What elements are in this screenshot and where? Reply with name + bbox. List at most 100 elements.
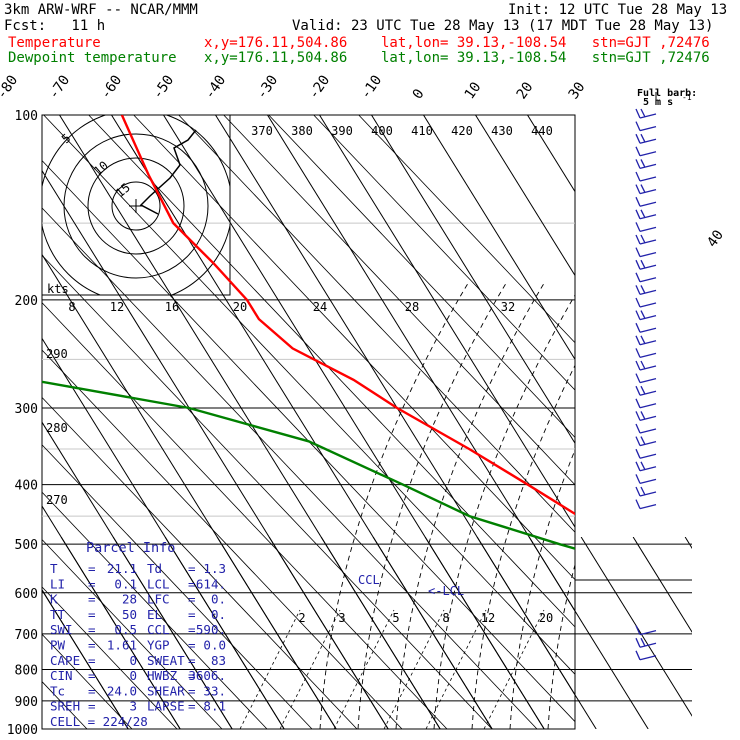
parcel-equals-right: = bbox=[188, 607, 196, 622]
parcel-value-left: 0.5 bbox=[114, 622, 137, 637]
parcel-key-left: K bbox=[50, 592, 58, 607]
parcel-key-left: SWI bbox=[50, 622, 73, 637]
dry-adiabat-line bbox=[43, 115, 575, 675]
parcel-equals-left: = bbox=[88, 622, 96, 637]
parcel-key-left: CAPE bbox=[50, 653, 80, 668]
wind-barb bbox=[635, 196, 657, 207]
wind-barb bbox=[635, 222, 657, 233]
dry-adiabat-line bbox=[88, 115, 575, 628]
wind-barb-staff bbox=[639, 453, 657, 459]
moist-adiabat-group bbox=[239, 280, 575, 729]
isotherm-line bbox=[371, 115, 575, 445]
parcel-equals-left: = bbox=[88, 668, 96, 683]
wind-barb bbox=[635, 159, 657, 170]
wind-barb-staff bbox=[639, 327, 657, 333]
wind-barb-flag bbox=[635, 398, 641, 409]
wind-barb-flag bbox=[635, 411, 641, 421]
parcel-key-right: Td bbox=[147, 561, 162, 576]
pressure-tick-label: 400 bbox=[15, 479, 38, 494]
wind-barb bbox=[635, 322, 657, 333]
wind-barb bbox=[635, 184, 657, 195]
pressure-tick-label: 900 bbox=[15, 695, 38, 710]
mixing-ratio-label: 5 bbox=[392, 611, 399, 625]
wind-barb-flag bbox=[640, 411, 646, 420]
wind-barb-flag bbox=[635, 310, 641, 320]
isotherm-line bbox=[423, 115, 575, 361]
wind-barb-flag bbox=[640, 637, 646, 647]
isotherm-line-extension bbox=[268, 537, 389, 729]
wind-barb bbox=[635, 285, 657, 296]
wind-barb-flag bbox=[640, 259, 646, 269]
wind-barb-flag bbox=[640, 234, 646, 244]
wind-barb-staff bbox=[639, 415, 657, 422]
wind-barb-flag bbox=[640, 436, 646, 445]
wind-barb bbox=[635, 499, 657, 510]
wind-barb-staff bbox=[639, 113, 657, 119]
parcel-key-right: CCL bbox=[147, 622, 170, 637]
wind-barb-flag bbox=[640, 486, 646, 496]
isotherm-label: -70 bbox=[46, 72, 74, 102]
wind-barb-flag bbox=[635, 285, 641, 295]
wind-barb bbox=[635, 348, 657, 359]
moist-adiabat-line bbox=[395, 280, 546, 729]
wind-barb-flag bbox=[640, 461, 646, 471]
hodograph-ring-label-10: 10 bbox=[91, 158, 111, 178]
isotherm-label: -80 bbox=[0, 72, 21, 102]
isotherm-line bbox=[267, 115, 575, 612]
wind-barb-flag bbox=[635, 448, 641, 459]
mixing-ratio-line bbox=[425, 609, 487, 729]
parcel-value-right: 614. bbox=[196, 576, 226, 591]
init-time: Init: 12 UTC Tue 28 May 13 bbox=[508, 2, 728, 18]
wind-barb bbox=[635, 234, 657, 245]
wind-barb-staff bbox=[639, 138, 657, 144]
parcel-value-left: 0 bbox=[129, 668, 137, 683]
wind-barb bbox=[635, 310, 657, 321]
mixing-ratio-line bbox=[239, 609, 301, 729]
isotherm-line-extension bbox=[164, 537, 285, 729]
dry-adiabat-line bbox=[358, 115, 575, 344]
dry-adiabat-line bbox=[42, 444, 313, 729]
parcel-info-panel: Parcel Info T = 21.1 Td = 1.3LI = 0.1 LCL = 614.K =… bbox=[50, 540, 226, 729]
hodograph-speed-label: 20 bbox=[233, 300, 247, 314]
isotherm-line-extension bbox=[320, 537, 441, 729]
hodograph-ring bbox=[63, 133, 209, 279]
isotherm-label: -60 bbox=[98, 72, 126, 102]
isotherm-line-extension bbox=[42, 589, 129, 729]
parcel-equals-right: = bbox=[188, 668, 196, 683]
wind-barb-flag bbox=[635, 461, 641, 472]
parcel-key-left: Tc bbox=[50, 683, 65, 698]
isotherm-label: -40 bbox=[202, 72, 230, 102]
isotherm-label: -30 bbox=[254, 72, 282, 102]
theta-label: 420 bbox=[451, 124, 473, 138]
hodograph-trace bbox=[139, 129, 197, 215]
dry-adiabat-line bbox=[178, 115, 575, 533]
isotherm-extension-group bbox=[42, 537, 692, 729]
wind-barb-flag bbox=[635, 436, 641, 446]
mixing-ratio-label: 12 bbox=[481, 611, 495, 625]
wind-barb-flag bbox=[635, 348, 641, 358]
wind-barb-flag bbox=[635, 196, 641, 207]
wind-barb-staff bbox=[639, 503, 657, 510]
wind-barb bbox=[635, 335, 657, 346]
moist-adiabat-line bbox=[433, 294, 575, 729]
parcel-equals-left: = bbox=[88, 699, 96, 714]
wind-barb-staff bbox=[639, 264, 657, 270]
theta-label: 410 bbox=[411, 124, 433, 138]
wind-barb-staff bbox=[639, 390, 657, 396]
moist-adiabat-line bbox=[547, 563, 575, 729]
wind-barb bbox=[635, 133, 657, 144]
pressure-tick-label: 200 bbox=[15, 294, 38, 309]
moist-adiabat-line bbox=[357, 280, 508, 729]
wind-barb-flag bbox=[635, 133, 641, 144]
mixing-ratio-line bbox=[483, 609, 545, 729]
wind-barb bbox=[635, 146, 657, 157]
pressure-tick-label: 100 bbox=[15, 109, 38, 124]
wind-barb bbox=[635, 423, 657, 434]
wind-barb bbox=[635, 385, 657, 396]
wind-barb-flag bbox=[635, 373, 641, 383]
parcel-equals-left: = bbox=[88, 638, 96, 653]
wind-barb bbox=[635, 108, 657, 119]
isotherm-line-extension bbox=[580, 537, 692, 717]
parcel-value-left: 0 bbox=[129, 653, 137, 668]
temperature-legend-label: Temperature bbox=[8, 35, 101, 51]
